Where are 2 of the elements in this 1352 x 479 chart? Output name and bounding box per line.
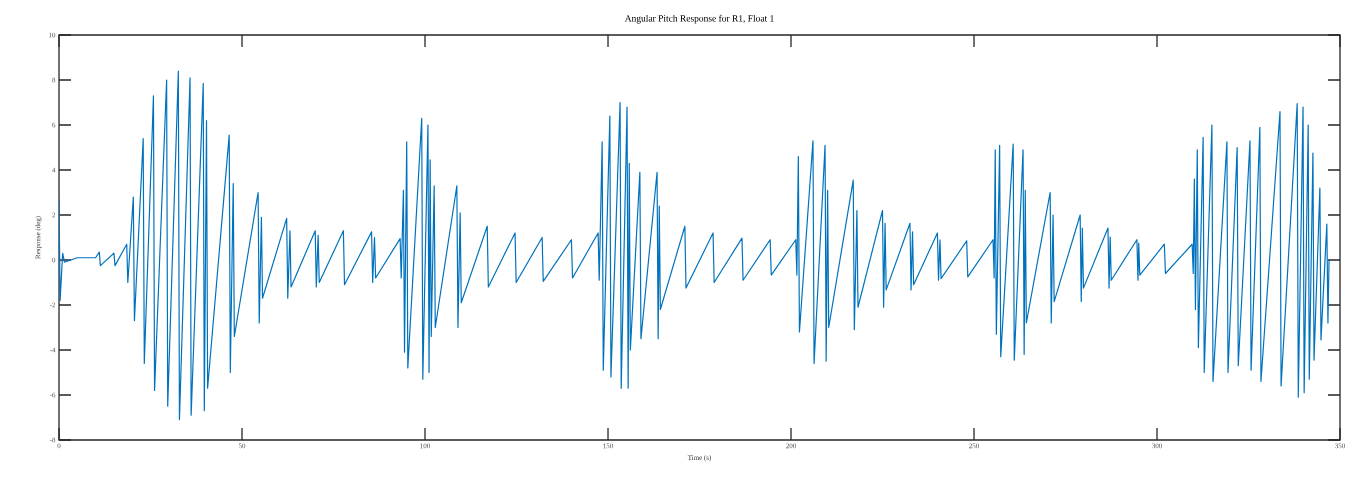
line-series: [59, 70, 1330, 421]
chart-title: Angular Pitch Response for R1, Float 1: [624, 14, 774, 24]
